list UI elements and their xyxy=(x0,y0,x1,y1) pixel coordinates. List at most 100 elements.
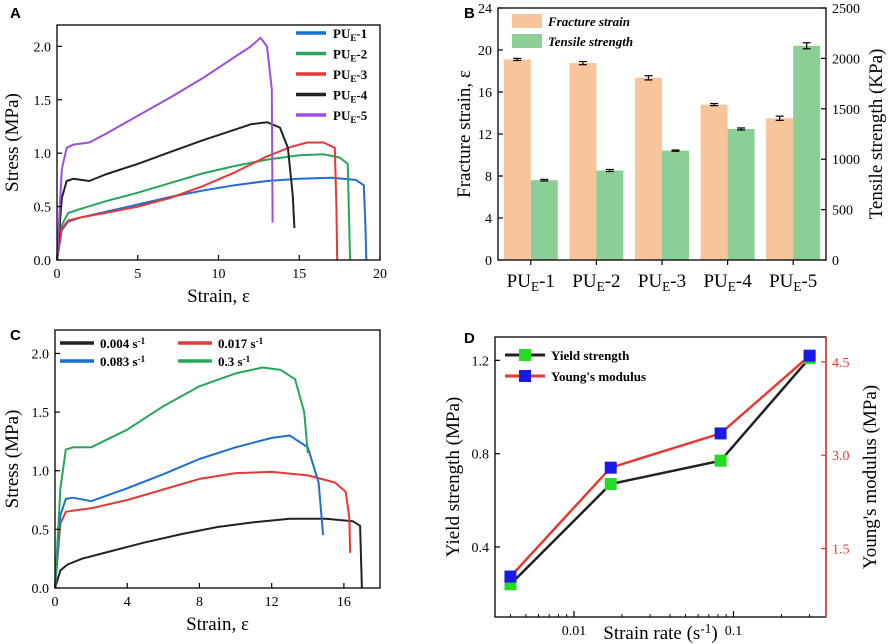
y-axis-title: Stress (MPa) xyxy=(2,93,23,192)
legend-label-0: Yield strength xyxy=(551,348,630,363)
x-category-label-part-1: E xyxy=(662,279,670,294)
x-category-label: PUE-5 xyxy=(769,271,817,294)
legend-swatch-marker-0 xyxy=(519,349,531,361)
legend-label-4: PUE-5 xyxy=(333,108,368,125)
series-line-0 xyxy=(509,357,811,586)
legend-label-4-part-1: E xyxy=(350,115,356,125)
x-tick-label: 16 xyxy=(337,595,351,610)
legend-label-3-part-2: -4 xyxy=(356,88,367,103)
bar-tensile-strength xyxy=(530,180,558,260)
x-tick-label: 0 xyxy=(52,595,59,610)
legend-swatch-0 xyxy=(512,14,542,28)
legend-label-0: 0.004 s-1 xyxy=(100,336,146,351)
y-axis-title: Yield strength (MPa) xyxy=(443,397,464,557)
x-axis-title-part-2: ) xyxy=(711,623,717,644)
y-tick-label: 1.0 xyxy=(32,465,50,480)
panel-letter-d: D xyxy=(464,330,475,347)
plot-frame xyxy=(494,336,827,618)
y-tick-label: 2.0 xyxy=(32,347,50,362)
legend-label-0-part-1: -1 xyxy=(138,336,146,346)
y-tick-label: 24 xyxy=(478,2,492,17)
legend-label-3: PUE-4 xyxy=(333,88,368,105)
x-category-label-part-1: E xyxy=(531,279,539,294)
plot-frame xyxy=(56,24,381,261)
y-right-tick-label: 0 xyxy=(832,254,839,269)
y-tick-label: 20 xyxy=(478,44,492,59)
y-right-tick-label: 4.5 xyxy=(832,356,850,371)
series-line-0 xyxy=(56,176,368,261)
legend-label-0: Fracture strain xyxy=(547,14,630,29)
y-right-tick-label: 2500 xyxy=(832,2,860,17)
bar-fracture-strain xyxy=(700,104,728,260)
x-tick-label: 8 xyxy=(196,595,203,610)
x-tick-label: 0 xyxy=(54,267,61,282)
y-right-tick-label: 1000 xyxy=(832,153,860,168)
y-tick-label: 4 xyxy=(485,212,492,227)
x-category-label-part-2: -1 xyxy=(539,271,555,292)
bar-fracture-strain xyxy=(503,59,531,261)
legend-label-3-part-0: 0.3 s xyxy=(218,354,243,369)
y-tick-label: 0.4 xyxy=(472,541,490,556)
x-category-label-part-2: -5 xyxy=(801,271,817,292)
series-line-1 xyxy=(54,470,352,589)
x-category-label-part-0: PU xyxy=(572,271,597,292)
y-right-tick-label: 1500 xyxy=(832,103,860,118)
legend-label-1-part-1: -1 xyxy=(256,336,264,346)
series-line-3 xyxy=(56,121,296,261)
bar-tensile-strength xyxy=(727,128,755,260)
legend-label-4-part-2: -5 xyxy=(356,108,367,123)
series-line-3 xyxy=(54,366,309,589)
bar-fracture-strain xyxy=(569,63,597,260)
x-tick-label: 4 xyxy=(124,595,131,610)
panel-a: 0 5 10 15 20 0.0 0.5 1.0 1.5 2.0 Strain, ε Stress (… xyxy=(2,5,387,307)
x-axis-title-part-0: Strain rate (s xyxy=(603,623,700,644)
y-tick-label: 16 xyxy=(478,86,492,101)
legend-label-1: PUE-2 xyxy=(333,47,367,64)
x-tick-label: 5 xyxy=(134,267,141,282)
plot-frame xyxy=(54,329,381,589)
y-tick-label: 0.5 xyxy=(34,201,52,216)
legend-label-3-part-1: -1 xyxy=(243,354,251,364)
x-category-label-part-1: E xyxy=(728,279,736,294)
y-tick-label: 2.0 xyxy=(34,40,52,55)
legend-label-3-part-1: E xyxy=(350,94,356,104)
legend-label-1: 0.017 s-1 xyxy=(218,336,264,351)
legend-swatch-marker-1 xyxy=(519,370,531,382)
x-category-label-part-1: E xyxy=(597,279,605,294)
y-tick-label: 1.0 xyxy=(34,147,52,162)
y-right-tick-label: 2000 xyxy=(832,52,860,67)
legend-label-2-part-0: PU xyxy=(333,67,351,82)
bar-fracture-strain xyxy=(635,77,662,260)
series-line-1 xyxy=(56,153,352,261)
legend-label-0-part-0: PU xyxy=(333,26,351,41)
legend-label-1-part-2: -2 xyxy=(356,47,367,62)
y-tick-label: 0.5 xyxy=(32,523,50,538)
data-point-marker-0 xyxy=(604,478,617,490)
data-point-marker-1 xyxy=(714,427,727,440)
y-tick-label: 8 xyxy=(485,170,492,185)
panel-b: PUE-1 PUE-2 PUE-3 PUE-4 PUE-5048121620240500… xyxy=(454,2,887,294)
bar-fracture-strain xyxy=(766,118,794,260)
x-category-label-part-0: PU xyxy=(507,271,532,292)
x-category-label-part-2: -3 xyxy=(670,271,686,292)
panel-letter-a: A xyxy=(10,5,21,22)
legend-label-2-part-0: 0.083 s xyxy=(100,354,138,369)
series-line-0 xyxy=(54,517,363,589)
data-point-marker-1 xyxy=(504,570,517,583)
series-line-4 xyxy=(56,36,274,261)
legend-label-1: Tensile strength xyxy=(548,34,633,49)
legend-label-0-part-1: E xyxy=(350,33,356,43)
y-tick-label: 12 xyxy=(478,128,492,143)
x-axis-title: Strain, ε xyxy=(187,286,250,307)
x-tick-label: 15 xyxy=(292,267,306,282)
x-category-label-part-1: E xyxy=(793,279,801,294)
x-axis-title: Strain rate (s-1) xyxy=(603,621,717,644)
y-right-axis-title: Tensile strength (KPa) xyxy=(866,49,887,220)
legend-swatch-1 xyxy=(512,34,542,48)
panel-letter-b: B xyxy=(464,5,475,22)
x-category-label-part-0: PU xyxy=(703,271,728,292)
panel-d: 0.01 0.1 0.4 0.8 1.2 1.5 3.0 4.5 Strain rate (s-… xyxy=(443,330,881,644)
legend-label-3: 0.3 s-1 xyxy=(218,354,251,369)
y-tick-label: 0.8 xyxy=(472,448,490,463)
x-category-label-part-2: -2 xyxy=(605,271,621,292)
